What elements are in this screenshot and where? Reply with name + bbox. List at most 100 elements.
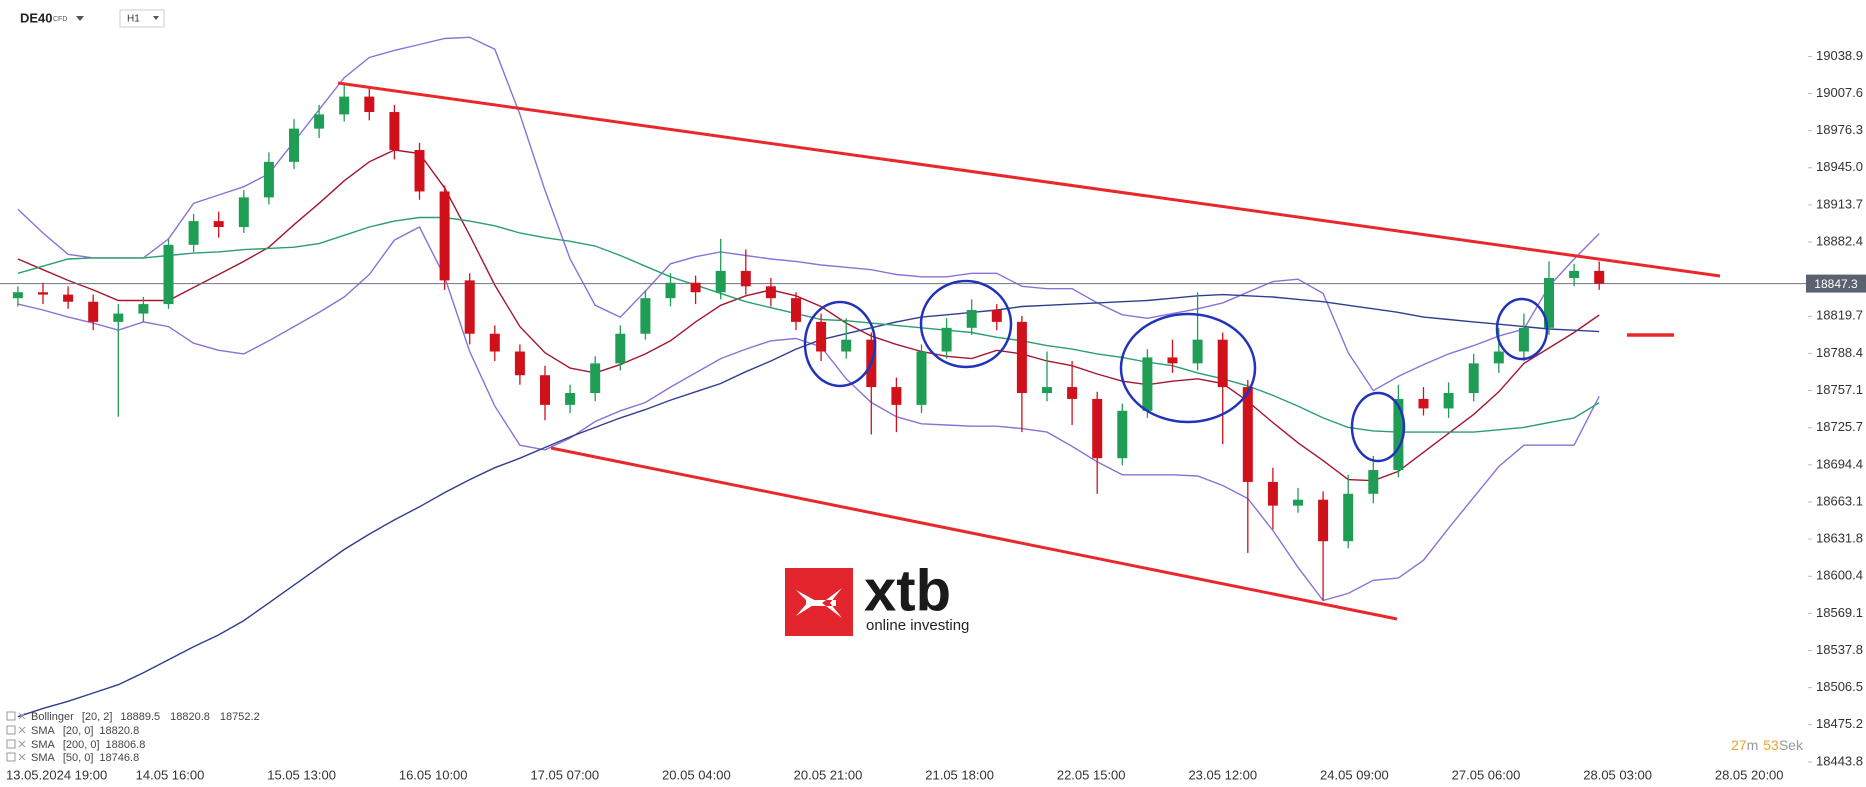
legend-text: 18746.8 — [99, 752, 139, 764]
candle-body — [841, 339, 852, 352]
drawing-layer — [337, 81, 1721, 621]
x-tick-label: 16.05 10:00 — [399, 767, 468, 782]
timer-minutes-unit: m — [1747, 737, 1759, 753]
candle-body — [439, 191, 450, 281]
highlight-circle — [1495, 297, 1549, 361]
legend-text: [200, 0] — [63, 739, 100, 751]
y-tick-label: 18882.4 — [1816, 233, 1863, 248]
candle-body — [1343, 493, 1354, 542]
candle-body — [1544, 278, 1554, 328]
legend-remove[interactable] — [18, 712, 26, 720]
candle-body — [1217, 339, 1228, 388]
candle-body — [916, 351, 927, 405]
legend-remove[interactable] — [18, 726, 26, 734]
highlight-circle — [1350, 391, 1406, 463]
y-tick-label: 18913.7 — [1816, 196, 1863, 211]
candle-body — [1117, 410, 1128, 459]
sma-line — [17, 293, 1600, 718]
candle-body — [364, 96, 375, 113]
candle-body — [88, 301, 99, 322]
candle-timer: 27m 53Sek — [1731, 737, 1804, 753]
y-tick-label: 18475.2 — [1816, 716, 1863, 731]
candle-body — [339, 96, 350, 115]
candle-body — [1443, 393, 1454, 409]
sma-line — [17, 149, 1600, 482]
instrument-type: CFD — [53, 16, 67, 23]
x-tick-label: 13.05.2024 19:00 — [6, 767, 107, 782]
x-tick-label: 21.05 18:00 — [925, 767, 994, 782]
y-tick-label: 18976.3 — [1816, 122, 1863, 137]
indicator-layer — [0, 36, 1806, 718]
candle-body — [1192, 339, 1203, 364]
x-tick-label: 14.05 16:00 — [136, 767, 205, 782]
legend-icons — [6, 711, 26, 762]
candle-layer — [12, 82, 1605, 601]
interval-box[interactable] — [119, 9, 165, 28]
candle-body — [715, 270, 726, 293]
candle-body — [163, 244, 174, 305]
candle-body — [1142, 357, 1153, 411]
x-tick-label: 17.05 07:00 — [530, 767, 599, 782]
candle-body — [1493, 351, 1504, 364]
candle-body — [238, 197, 249, 228]
candle-body — [615, 333, 626, 364]
candle-body — [966, 310, 977, 328]
x-tick-label: 22.05 15:00 — [1057, 767, 1126, 782]
candle-body — [1393, 398, 1404, 471]
legend-text: SMA — [31, 752, 56, 764]
y-tick-label: 18537.8 — [1816, 642, 1863, 657]
candle-body — [1418, 398, 1429, 409]
candle-body — [1167, 357, 1178, 364]
current-price-box — [1806, 274, 1866, 293]
legend-icon[interactable] — [6, 752, 16, 762]
y-tick-label: 18757.1 — [1816, 382, 1863, 397]
candle-body — [991, 310, 1002, 322]
legend-entry: SMA [50, 0] 18746.8 — [31, 752, 139, 764]
candle-body — [816, 321, 827, 352]
interval-dropdown-arrow[interactable] — [153, 16, 159, 20]
candle-body — [1518, 327, 1529, 352]
candle-body — [1016, 321, 1027, 394]
legend-remove[interactable] — [18, 753, 26, 761]
resistance-trendline — [337, 81, 1721, 278]
legend-icon[interactable] — [6, 739, 16, 749]
candle-body — [1293, 499, 1303, 506]
symbol[interactable]: DE40 — [20, 10, 53, 25]
x-tick-label: 23.05 12:00 — [1188, 767, 1257, 782]
candle-body — [138, 304, 149, 314]
bollinger-upper — [17, 36, 1600, 392]
candle-body — [489, 333, 500, 352]
legend-text: [20, 0] — [63, 725, 94, 737]
candle-body — [188, 221, 199, 245]
candle-body — [414, 149, 425, 192]
candle-body — [765, 286, 776, 299]
current-price-label: 18847.3 — [1814, 277, 1858, 291]
logo-icon — [796, 588, 842, 618]
candle-body — [38, 292, 48, 295]
x-tick-label: 15.05 13:00 — [267, 767, 336, 782]
symbol-dropdown-arrow[interactable] — [76, 16, 84, 21]
candle-body — [12, 292, 23, 299]
legend-icon[interactable] — [6, 725, 16, 735]
bollinger-lower — [17, 226, 1600, 602]
highlight-circle — [919, 279, 1013, 369]
candle-body — [314, 114, 325, 129]
y-tick-label: 18663.1 — [1816, 493, 1863, 508]
legend-text: 18889.5 — [120, 711, 160, 723]
legend-text: SMA — [31, 739, 56, 751]
candle-body — [1067, 387, 1078, 399]
candle-body — [791, 298, 801, 322]
candle-body — [565, 393, 576, 405]
y-tick-label: 19038.9 — [1816, 48, 1863, 63]
y-tick-label: 18506.5 — [1816, 679, 1863, 694]
candle-body — [389, 112, 400, 150]
interval[interactable]: H1 — [127, 14, 140, 25]
candle-body — [640, 298, 651, 334]
candle-body — [1267, 481, 1278, 506]
legend-remove[interactable] — [18, 740, 26, 748]
legend-icon[interactable] — [6, 711, 16, 721]
y-tick-label: 18631.8 — [1816, 531, 1863, 546]
timer-minutes: 27 — [1731, 737, 1747, 753]
candle-body — [941, 327, 952, 352]
